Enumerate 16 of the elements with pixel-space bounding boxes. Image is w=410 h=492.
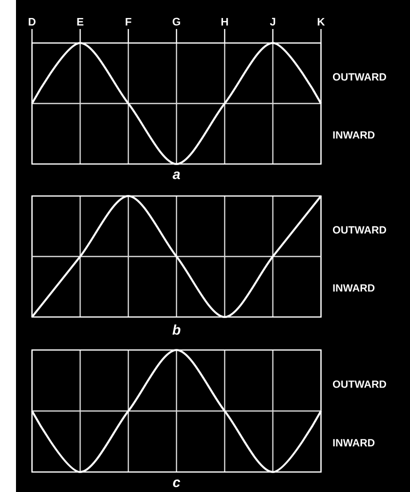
x-tick-label: J	[270, 18, 276, 26]
text: OUTWARD	[332, 226, 386, 234]
text: INWARD	[333, 284, 374, 292]
text: a	[172, 172, 180, 180]
text: b	[172, 324, 180, 335]
x-tick-label: D	[28, 18, 36, 26]
x-tick-label: H	[221, 18, 228, 26]
x-tick-label: G	[172, 18, 180, 26]
x-tick-label: E	[77, 18, 84, 26]
x-tick-label: F	[126, 18, 132, 26]
x-tick-label: K	[318, 18, 325, 26]
text: OUTWARD	[332, 380, 386, 388]
text: OUTWARD	[332, 73, 386, 81]
text: c	[173, 480, 180, 488]
text: INWARD	[333, 439, 374, 446]
text: INWARD	[333, 131, 374, 139]
